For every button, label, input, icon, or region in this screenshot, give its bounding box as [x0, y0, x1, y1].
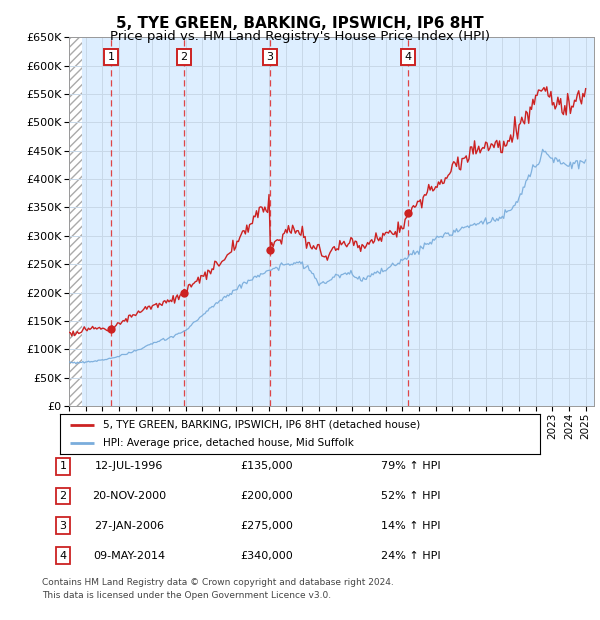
Text: 12-JUL-1996: 12-JUL-1996 — [95, 461, 163, 471]
Text: 3: 3 — [59, 521, 67, 531]
Bar — [69, 37, 82, 406]
Text: 5, TYE GREEN, BARKING, IPSWICH, IP6 8HT (detached house): 5, TYE GREEN, BARKING, IPSWICH, IP6 8HT … — [103, 420, 421, 430]
Text: Contains HM Land Registry data © Crown copyright and database right 2024.: Contains HM Land Registry data © Crown c… — [42, 578, 394, 587]
Text: 4: 4 — [59, 551, 67, 560]
Text: 5, TYE GREEN, BARKING, IPSWICH, IP6 8HT: 5, TYE GREEN, BARKING, IPSWICH, IP6 8HT — [116, 16, 484, 31]
Text: 1: 1 — [59, 461, 67, 471]
Text: 27-JAN-2006: 27-JAN-2006 — [94, 521, 164, 531]
Text: £135,000: £135,000 — [241, 461, 293, 471]
Text: 52% ↑ HPI: 52% ↑ HPI — [381, 491, 440, 501]
Text: 14% ↑ HPI: 14% ↑ HPI — [381, 521, 440, 531]
Text: £340,000: £340,000 — [241, 551, 293, 560]
Text: 24% ↑ HPI: 24% ↑ HPI — [381, 551, 440, 560]
Text: Price paid vs. HM Land Registry's House Price Index (HPI): Price paid vs. HM Land Registry's House … — [110, 30, 490, 43]
Text: 3: 3 — [266, 52, 274, 62]
Text: 1: 1 — [107, 52, 115, 62]
Text: 2: 2 — [180, 52, 187, 62]
Text: 20-NOV-2000: 20-NOV-2000 — [92, 491, 166, 501]
Text: 09-MAY-2014: 09-MAY-2014 — [93, 551, 165, 560]
Text: HPI: Average price, detached house, Mid Suffolk: HPI: Average price, detached house, Mid … — [103, 438, 354, 448]
Text: 79% ↑ HPI: 79% ↑ HPI — [381, 461, 440, 471]
Text: £275,000: £275,000 — [241, 521, 293, 531]
Text: 2: 2 — [59, 491, 67, 501]
Text: 4: 4 — [404, 52, 412, 62]
Text: £200,000: £200,000 — [241, 491, 293, 501]
Text: This data is licensed under the Open Government Licence v3.0.: This data is licensed under the Open Gov… — [42, 590, 331, 600]
